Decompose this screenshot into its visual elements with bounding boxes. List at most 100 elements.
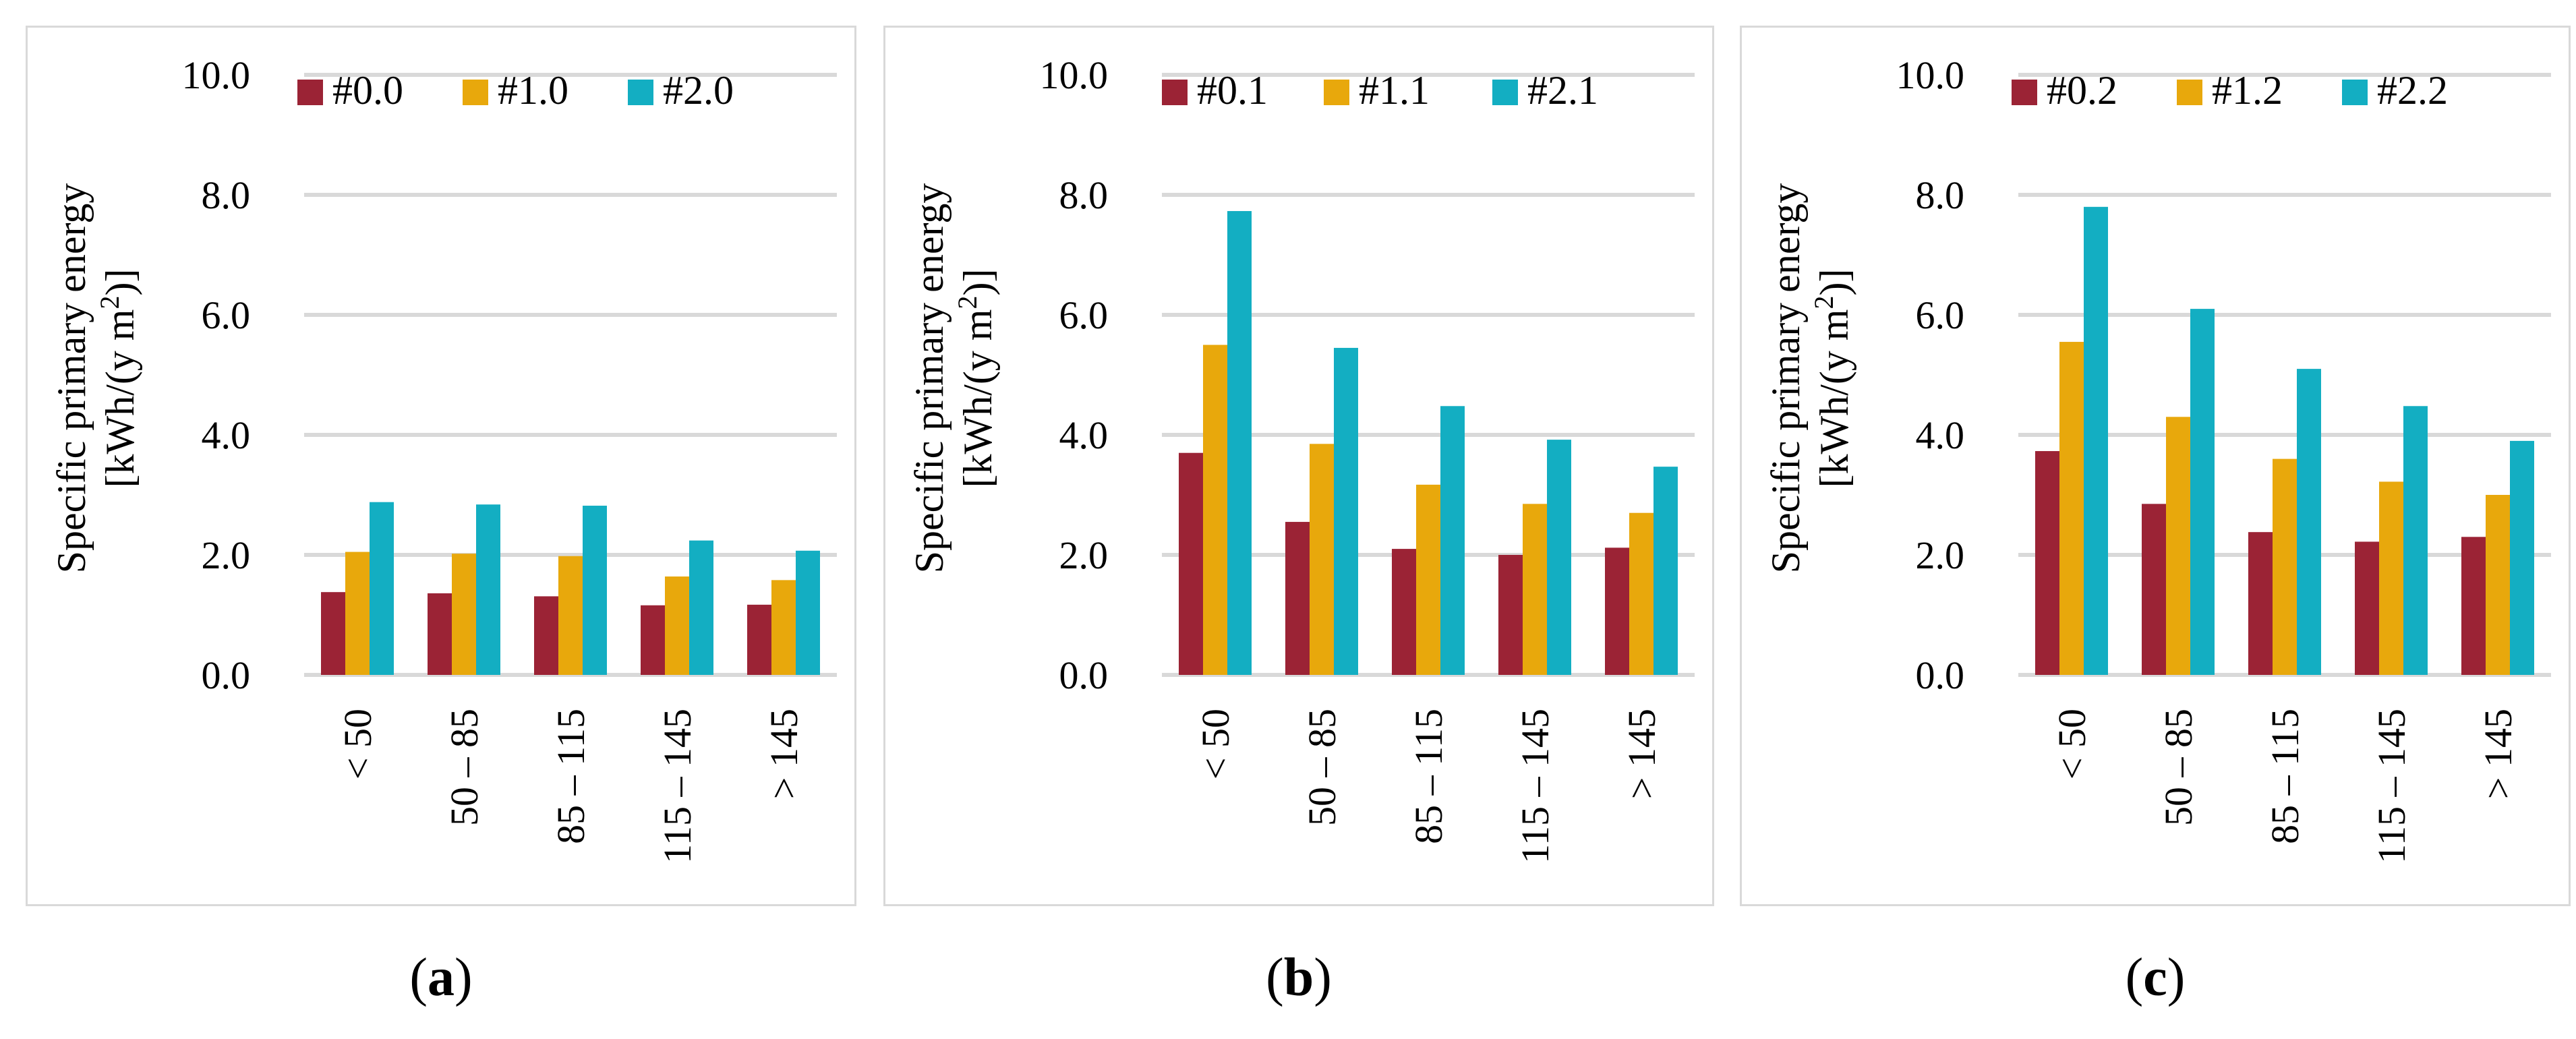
y-tick-label: 10.0 — [1040, 53, 1109, 97]
y-axis-label-unit: [kWh/(y m — [98, 309, 142, 488]
bar — [1605, 547, 1629, 675]
chart-svg-c: 0.0 2.0 4.0 6.0 8.0 10.0 Specific primary ener… — [1763, 53, 2551, 864]
caption-letter: b — [1283, 948, 1314, 1007]
y-tick-label: 0.0 — [202, 653, 251, 697]
y-axis-label-line1: Specific primary energy — [1763, 183, 1808, 574]
legend-swatch — [2342, 80, 2368, 105]
bar — [2059, 342, 2084, 675]
x-tick-label: < 50 — [1194, 709, 1237, 779]
y-tick-label: 4.0 — [202, 413, 251, 457]
bar — [2035, 451, 2059, 675]
x-tick-label: < 50 — [336, 709, 380, 779]
y-axis-label-superscript: 2 — [1809, 296, 1839, 309]
y-axis-label-line2: [kWh/(y m2)] — [952, 269, 1000, 488]
chart-svg-a: 0.0 2.0 4.0 6.0 8.0 10.0 Specific primary ener… — [49, 53, 837, 864]
legend-swatch — [2177, 80, 2202, 105]
caption-open: ( — [1266, 948, 1284, 1007]
bar — [1179, 452, 1203, 675]
bar — [1416, 484, 1440, 675]
bar — [1310, 444, 1334, 675]
bar — [641, 605, 665, 675]
bar — [534, 596, 558, 675]
bar — [1653, 467, 1678, 675]
caption-open: ( — [409, 948, 428, 1007]
bar — [2273, 458, 2297, 675]
x-tick-label: 50 – 85 — [1300, 709, 1344, 826]
caption-letter: a — [428, 948, 455, 1007]
legend-label: #2.1 — [1527, 68, 1598, 113]
y-axis-label-unit: [kWh/(y m — [1812, 309, 1856, 488]
y-axis-label-line2: [kWh/(y m2)] — [94, 269, 142, 488]
y-axis-label-line1: Specific primary energy — [907, 183, 952, 574]
legend-swatch — [463, 80, 488, 105]
x-tick-label: > 145 — [1620, 709, 1664, 799]
y-axis-label-unit-end: )] — [1812, 269, 1856, 296]
caption-b: (b) — [1164, 951, 1434, 1005]
legend-label: #1.2 — [2212, 68, 2283, 113]
bar — [665, 576, 689, 675]
y-axis-label: Specific primary energy [kWh/(y m2)] — [49, 183, 142, 574]
y-axis-label-unit-end: )] — [98, 269, 142, 296]
bar — [1440, 406, 1465, 675]
bar — [1498, 555, 1523, 675]
bar — [2403, 406, 2428, 675]
y-tick-label: 2.0 — [202, 533, 251, 577]
caption-c: (c) — [2020, 951, 2290, 1005]
bar — [2486, 495, 2510, 675]
bar — [689, 540, 713, 675]
legend-label: #0.0 — [332, 68, 403, 113]
y-tick-label: 6.0 — [1059, 293, 1109, 337]
bar — [1547, 440, 1571, 675]
bar — [345, 552, 370, 675]
bar — [2510, 440, 2534, 675]
legend-swatch — [1492, 80, 1518, 105]
bar — [1629, 512, 1653, 675]
legend-label: #1.1 — [1359, 68, 1430, 113]
caption-close: ) — [1314, 948, 1332, 1007]
y-axis-label-superscript: 2 — [952, 296, 983, 309]
x-tick-label: 115 – 145 — [2370, 709, 2413, 864]
y-axis-label-line2: [kWh/(y m2)] — [1809, 269, 1856, 488]
bar — [1523, 504, 1547, 675]
x-tick-label: < 50 — [2050, 709, 2094, 779]
chart-panel-b: 0.0 2.0 4.0 6.0 8.0 10.0 Specific primary ener… — [883, 26, 1714, 906]
legend-label: #1.0 — [498, 68, 568, 113]
legend-label: #2.0 — [663, 68, 734, 113]
y-tick-label: 10.0 — [1896, 53, 1965, 97]
bar — [2461, 537, 2486, 675]
bar — [2190, 309, 2215, 676]
chart-panel-c: 0.0 2.0 4.0 6.0 8.0 10.0 Specific primary ener… — [1740, 26, 2571, 906]
legend-swatch — [628, 80, 653, 105]
y-tick-label: 8.0 — [202, 173, 251, 217]
y-axis-label-line1: Specific primary energy — [49, 183, 94, 574]
y-tick-label: 6.0 — [1916, 293, 1965, 337]
legend-label: #0.1 — [1197, 68, 1268, 113]
y-tick-label: 4.0 — [1916, 413, 1965, 457]
bar — [796, 550, 820, 675]
legend-swatch — [2012, 80, 2037, 105]
bar — [452, 554, 476, 675]
bar — [1334, 347, 1358, 675]
y-tick-label: 2.0 — [1916, 533, 1965, 577]
bar — [2084, 206, 2108, 675]
y-tick-label: 0.0 — [1059, 653, 1109, 697]
y-axis-label-unit: [kWh/(y m — [956, 309, 1000, 488]
caption-close: ) — [2167, 948, 2186, 1007]
legend-swatch — [297, 80, 323, 105]
caption-open: ( — [2125, 948, 2144, 1007]
bar — [476, 504, 500, 675]
chart-svg-b: 0.0 2.0 4.0 6.0 8.0 10.0 Specific primary ener… — [907, 53, 1695, 864]
legend-label: #0.2 — [2047, 68, 2117, 113]
bar — [428, 593, 452, 675]
bar — [2355, 541, 2379, 675]
caption-a: (a) — [306, 951, 576, 1005]
x-tick-label: > 145 — [2476, 709, 2520, 799]
x-tick-label: 85 – 115 — [1407, 709, 1451, 844]
y-axis-label: Specific primary energy [kWh/(y m2)] — [1763, 183, 1856, 574]
y-axis-label-superscript: 2 — [94, 296, 125, 309]
bar — [2248, 532, 2273, 675]
bar — [1203, 345, 1227, 675]
caption-close: ) — [455, 948, 473, 1007]
bar — [747, 604, 771, 675]
bar — [771, 580, 796, 675]
